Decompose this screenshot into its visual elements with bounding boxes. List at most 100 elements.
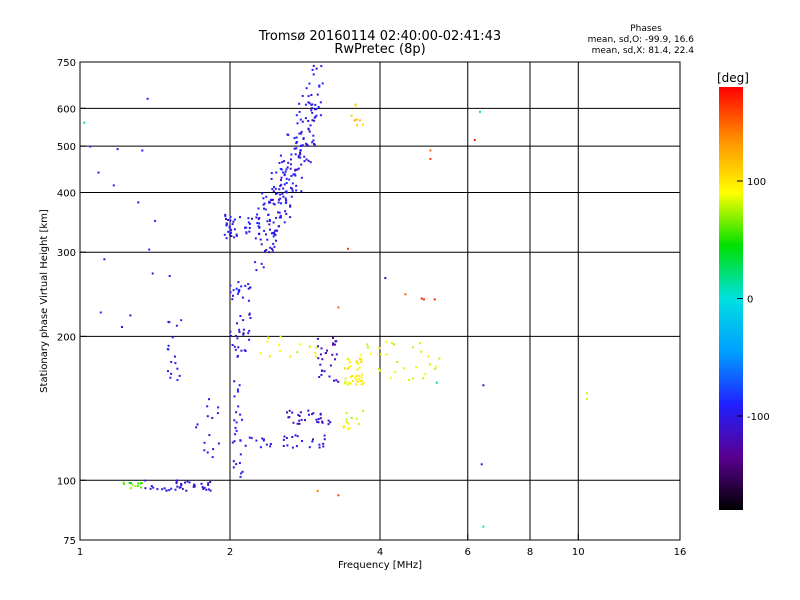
data-point — [350, 114, 353, 117]
data-point — [230, 229, 233, 232]
data-point — [313, 119, 316, 122]
data-point — [287, 416, 290, 419]
data-point — [170, 360, 173, 363]
data-point — [270, 172, 273, 175]
data-point — [310, 109, 313, 112]
data-point — [312, 73, 315, 76]
data-point — [225, 218, 227, 220]
data-point — [229, 284, 232, 287]
data-point — [379, 369, 381, 372]
data-point — [429, 149, 432, 152]
data-point — [317, 106, 320, 108]
data-point — [228, 225, 231, 228]
data-point — [233, 236, 236, 239]
data-point — [311, 68, 314, 71]
data-point — [248, 312, 251, 315]
data-point — [247, 287, 250, 290]
data-point — [229, 291, 232, 294]
data-point — [311, 111, 314, 114]
data-point — [307, 95, 310, 98]
data-point — [238, 290, 240, 293]
data-point — [206, 405, 209, 408]
data-point — [418, 342, 421, 345]
data-point — [279, 349, 282, 352]
data-point — [268, 355, 271, 358]
data-point — [287, 133, 290, 136]
data-point — [360, 383, 363, 386]
data-point — [300, 418, 303, 421]
data-point — [161, 488, 164, 491]
data-point — [280, 183, 283, 186]
data-point — [359, 379, 362, 382]
data-point — [97, 171, 100, 174]
y-tick-label: 200 — [57, 332, 76, 343]
data-point — [335, 379, 338, 382]
data-point — [238, 331, 241, 333]
data-point — [275, 171, 278, 174]
data-point — [229, 219, 232, 222]
data-point — [346, 421, 349, 424]
data-point — [206, 451, 209, 454]
data-point — [89, 145, 92, 148]
data-point — [346, 383, 349, 386]
data-point — [297, 154, 300, 157]
data-point — [344, 367, 346, 370]
data-point — [308, 345, 311, 348]
data-point — [348, 381, 351, 384]
data-point — [151, 272, 154, 275]
data-point — [290, 195, 293, 198]
data-point — [216, 412, 219, 415]
data-point — [355, 375, 358, 377]
data-point — [279, 335, 282, 338]
data-point — [310, 103, 313, 106]
data-point — [175, 324, 178, 327]
data-point — [301, 120, 304, 123]
data-point — [247, 332, 250, 335]
data-point — [360, 376, 363, 379]
data-point — [298, 422, 301, 425]
data-point — [362, 123, 364, 126]
data-point — [298, 419, 301, 422]
data-point — [255, 269, 258, 272]
data-point — [240, 349, 243, 352]
data-point — [228, 233, 231, 236]
data-point — [296, 122, 299, 125]
data-point — [262, 203, 265, 206]
data-point — [315, 67, 318, 70]
data-point — [266, 340, 269, 343]
data-point — [203, 449, 206, 452]
data-point — [318, 443, 321, 446]
data-point — [321, 358, 324, 361]
data-point — [291, 436, 294, 438]
data-point — [272, 190, 275, 193]
data-point — [271, 198, 273, 201]
data-point — [312, 64, 315, 67]
data-point — [178, 374, 181, 377]
data-point — [256, 213, 259, 216]
data-point — [170, 487, 173, 490]
data-point — [285, 437, 288, 439]
data-point — [251, 217, 253, 220]
data-point — [259, 352, 262, 355]
data-point — [585, 397, 588, 400]
data-point — [311, 141, 314, 144]
data-point — [357, 377, 360, 380]
data-point — [312, 412, 315, 415]
y-tick-label: 300 — [57, 248, 76, 259]
data-point — [167, 344, 170, 347]
data-point — [232, 466, 235, 469]
data-point — [384, 277, 387, 279]
data-point — [269, 198, 272, 201]
data-point — [356, 380, 359, 383]
data-point — [235, 234, 238, 237]
data-point — [241, 418, 243, 421]
data-point — [263, 207, 265, 210]
data-point — [171, 336, 174, 339]
data-point — [389, 376, 392, 379]
data-point — [282, 438, 285, 441]
data-point — [223, 233, 226, 236]
data-point — [267, 214, 270, 216]
data-point — [278, 216, 281, 219]
data-point — [303, 160, 306, 163]
data-point — [283, 160, 286, 163]
